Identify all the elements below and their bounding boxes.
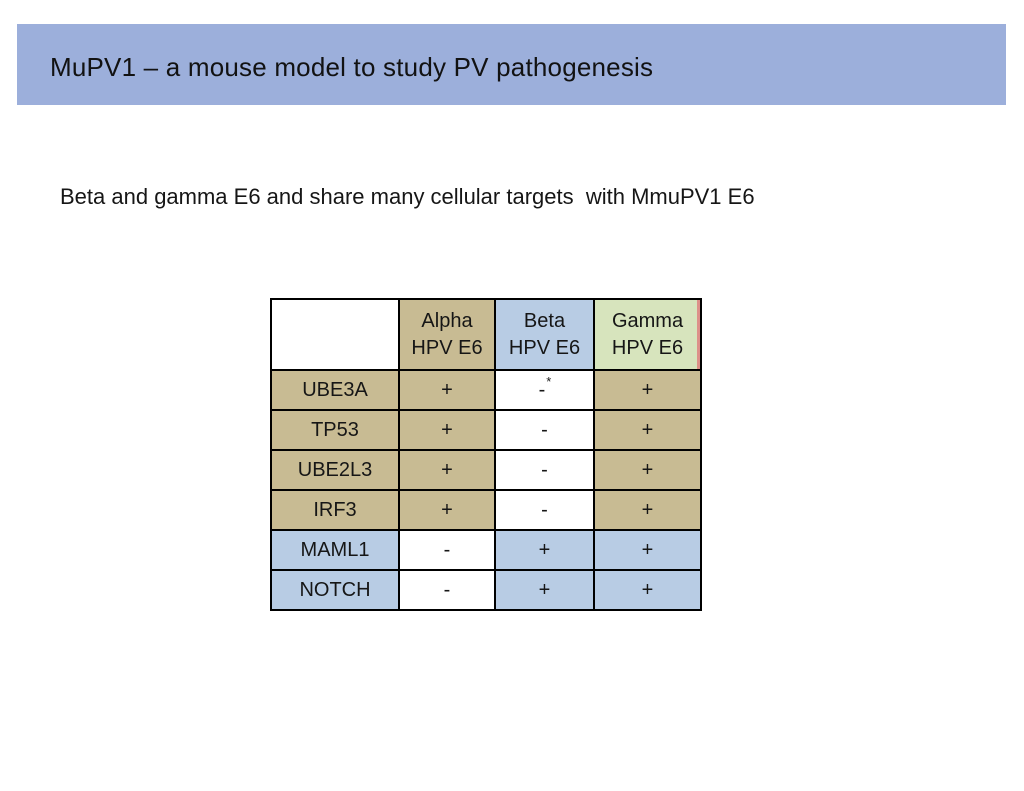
header-gamma-line2: HPV E6 <box>611 336 684 359</box>
value-cell: + <box>398 449 496 491</box>
value-cell: -* <box>494 369 595 411</box>
header-alpha-line1: Alpha <box>421 309 473 332</box>
header-cell-beta: Beta HPV E6 <box>494 298 595 371</box>
targets-table: Alpha HPV E6 Beta HPV E6 Gamma HPV E6 UB… <box>270 298 702 611</box>
gene-label: TP53 <box>270 409 400 451</box>
value-cell: - <box>398 529 496 571</box>
value-cell: + <box>494 569 595 611</box>
gene-label: MAML1 <box>270 529 400 571</box>
footnote-asterisk: * <box>546 373 552 389</box>
gene-label: UBE2L3 <box>270 449 400 491</box>
value-cell: + <box>593 569 702 611</box>
value-cell: + <box>593 529 702 571</box>
subtitle: Beta and gamma E6 and share many cellula… <box>60 184 755 209</box>
value-cell: + <box>494 529 595 571</box>
table-row-ube3a: UBE3A + -* + <box>270 369 702 411</box>
slide-title: MuPV1 – a mouse model to study PV pathog… <box>50 52 654 82</box>
header-alpha-line2: HPV E6 <box>411 336 483 359</box>
value-cell: + <box>398 489 496 531</box>
header-cell-empty <box>270 298 400 371</box>
header-beta-line1: Beta <box>523 309 566 332</box>
value-cell: - <box>398 569 496 611</box>
value-cell: + <box>398 409 496 451</box>
header-cell-alpha: Alpha HPV E6 <box>398 298 496 371</box>
value-text: - <box>538 378 546 401</box>
value-cell: - <box>494 449 595 491</box>
value-cell: + <box>593 449 702 491</box>
gene-label: IRF3 <box>270 489 400 531</box>
table-row-ube2l3: UBE2L3 + - + <box>270 449 702 491</box>
value-cell: + <box>593 409 702 451</box>
table-row-notch: NOTCH - + + <box>270 569 702 611</box>
header-beta-line2: HPV E6 <box>508 336 581 359</box>
value-cell: + <box>593 369 702 411</box>
value-cell: + <box>398 369 496 411</box>
value-cell: - <box>494 489 595 531</box>
value-cell: - <box>494 409 595 451</box>
header-cell-gamma: Gamma HPV E6 <box>593 298 702 371</box>
table-row-maml1: MAML1 - + + <box>270 529 702 571</box>
table-row-irf3: IRF3 + - + <box>270 489 702 531</box>
header-gamma-line1: Gamma <box>611 309 684 332</box>
gene-label: UBE3A <box>270 369 400 411</box>
title-bar: MuPV1 – a mouse model to study PV pathog… <box>17 24 1006 105</box>
value-cell: + <box>593 489 702 531</box>
table-header-row: Alpha HPV E6 Beta HPV E6 Gamma HPV E6 <box>270 298 702 371</box>
pink-edge-strip <box>697 300 700 369</box>
gene-label: NOTCH <box>270 569 400 611</box>
table-row-tp53: TP53 + - + <box>270 409 702 451</box>
